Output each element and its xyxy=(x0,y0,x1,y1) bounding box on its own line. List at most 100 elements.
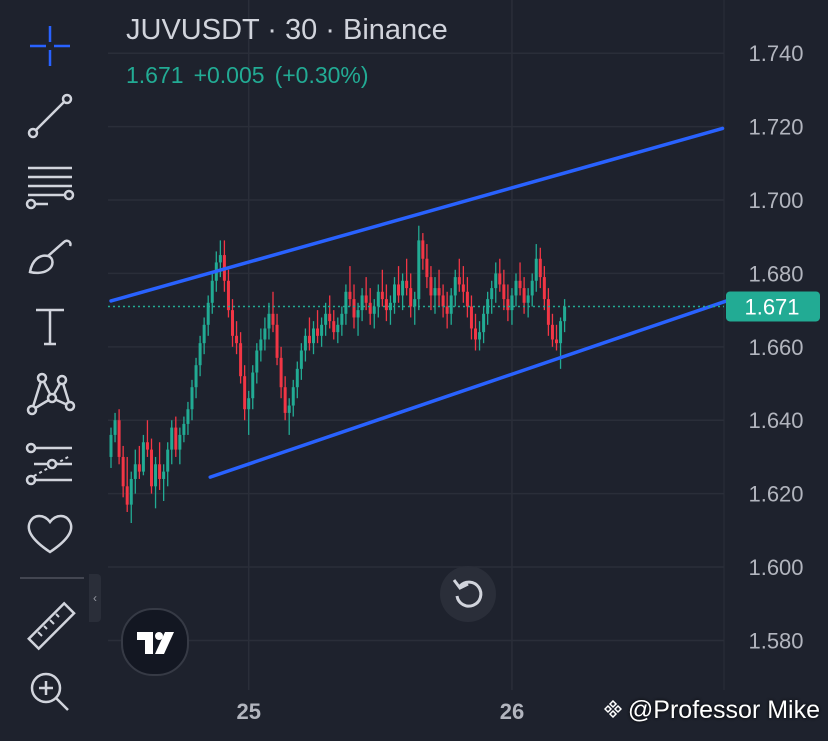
candle-body xyxy=(469,306,473,329)
candle-body xyxy=(182,423,186,435)
candle-body xyxy=(295,368,299,388)
tradingview-logo-icon xyxy=(137,632,174,654)
candle-body xyxy=(162,471,166,479)
candle-body xyxy=(393,284,396,303)
candle-body xyxy=(263,328,267,340)
candle-body xyxy=(320,324,324,336)
candle-body xyxy=(449,295,453,314)
candle-body xyxy=(417,240,421,300)
candle-body xyxy=(486,299,490,314)
collapse-toolbar-button[interactable]: ‹ xyxy=(89,574,101,622)
candle-body xyxy=(555,339,558,344)
price-axis xyxy=(724,0,828,736)
candle-body xyxy=(413,299,417,307)
candle-body xyxy=(465,291,469,307)
candle-body xyxy=(457,277,461,285)
text-icon[interactable] xyxy=(22,298,78,354)
last-price-label: 1.671 xyxy=(744,294,799,319)
candle-body xyxy=(530,280,534,296)
channel-upper-line xyxy=(109,126,725,303)
candle-body xyxy=(271,313,275,325)
reset-icon xyxy=(452,579,483,608)
candle-body xyxy=(218,255,222,263)
candle-body xyxy=(453,277,457,296)
candle-body xyxy=(194,365,198,388)
candle-body xyxy=(247,398,251,410)
crosshair-icon[interactable] xyxy=(22,18,78,74)
candle-body xyxy=(340,313,344,325)
candle-body xyxy=(405,280,409,289)
candle-body xyxy=(429,277,433,296)
candle-body xyxy=(494,273,498,289)
candle-body xyxy=(145,442,149,450)
trend-line-icon[interactable] xyxy=(22,88,78,144)
candle-body xyxy=(364,295,368,303)
candle-body xyxy=(202,324,206,344)
candle-body xyxy=(542,277,546,300)
candle-body xyxy=(255,350,259,373)
candles xyxy=(109,225,567,524)
tradingview-logo[interactable] xyxy=(121,608,189,676)
fib-lines-icon[interactable] xyxy=(22,158,78,214)
candle-body xyxy=(425,258,429,278)
watermark-text: @Professor Mike xyxy=(627,696,820,724)
y-tick-label: 1.680 xyxy=(748,261,803,286)
candle-body xyxy=(170,427,174,450)
pattern-icon[interactable] xyxy=(22,366,78,422)
candle-body xyxy=(368,302,372,314)
candle-body xyxy=(559,321,563,344)
y-tick-label: 1.640 xyxy=(748,408,803,433)
candle-body xyxy=(324,313,328,325)
x-tick-label: 26 xyxy=(500,699,524,724)
candle-body xyxy=(283,387,287,413)
candle-body xyxy=(352,299,356,318)
candle-body xyxy=(141,442,145,472)
last-price-readout: 1.671 xyxy=(126,62,184,88)
candle-body xyxy=(186,409,190,424)
candle-body xyxy=(133,464,137,479)
last-price-badge xyxy=(726,291,820,322)
candle-body xyxy=(437,288,441,296)
candle-body xyxy=(356,310,360,318)
candle-body xyxy=(113,420,117,435)
candle-body xyxy=(546,299,550,325)
candle-body xyxy=(239,343,243,377)
candle-body xyxy=(158,464,162,479)
candle-body xyxy=(498,273,502,285)
y-tick-label: 1.720 xyxy=(748,115,803,140)
zoom-in-icon[interactable] xyxy=(22,664,78,720)
heart-icon[interactable] xyxy=(22,506,78,562)
candle-body xyxy=(251,372,255,399)
ruler-icon[interactable] xyxy=(22,598,78,654)
reset-chart-button[interactable] xyxy=(440,566,496,622)
candle-body xyxy=(307,335,311,344)
candle-body xyxy=(259,339,263,351)
candle-body xyxy=(129,478,133,505)
candle-body xyxy=(198,343,202,366)
plot-area xyxy=(108,0,724,690)
candle-body xyxy=(206,302,210,325)
forecast-icon[interactable] xyxy=(22,436,78,492)
price-change-readout: 1.671 +0.005 (+0.30%) xyxy=(126,62,379,89)
candle-body xyxy=(235,335,239,344)
brush-icon[interactable] xyxy=(22,228,78,284)
change-readout: +0.005 xyxy=(193,62,265,88)
watermark: @Professor Mike xyxy=(603,696,820,725)
candle-body xyxy=(506,299,510,311)
candle-body xyxy=(275,324,279,358)
candle-body xyxy=(534,258,538,281)
candle-body xyxy=(490,288,494,300)
x-tick-label: 25 xyxy=(236,699,260,724)
candle-body xyxy=(190,387,194,410)
candle-body xyxy=(397,284,401,296)
candle-body xyxy=(328,313,332,322)
candle-body xyxy=(514,280,518,296)
candle-body xyxy=(518,280,522,289)
candle-body xyxy=(231,310,234,336)
candle-body xyxy=(502,284,506,300)
candle-body xyxy=(360,295,364,311)
candle-body xyxy=(166,449,170,472)
toolbar-separator xyxy=(20,577,84,579)
